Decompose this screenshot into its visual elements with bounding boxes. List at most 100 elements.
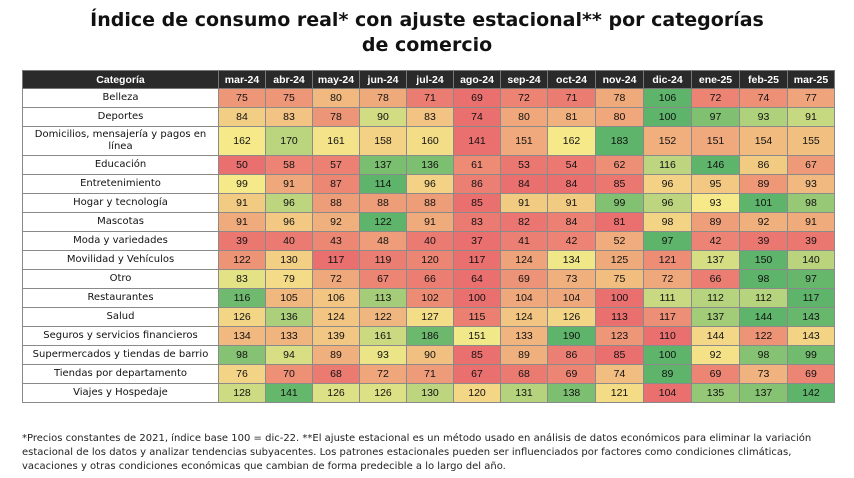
category-label: Entretenimiento — [22, 174, 219, 194]
heatmap-cell: 54 — [547, 155, 596, 175]
heatmap-cell: 122 — [359, 212, 407, 232]
heatmap-cell: 93 — [739, 107, 788, 127]
heatmap-cell: 89 — [739, 174, 788, 194]
column-header-ene-25: ene-25 — [691, 70, 740, 89]
table-row: Deportes 84 83 78 90 83 74 80 81 80 100 97 93 91 — [22, 107, 835, 127]
heatmap-cell: 92 — [691, 345, 740, 365]
heatmap-cell: 151 — [500, 126, 548, 156]
heatmap-cell: 83 — [453, 212, 501, 232]
heatmap-cell: 155 — [787, 126, 835, 156]
heatmap-cell: 93 — [787, 174, 835, 194]
heatmap-cell: 151 — [453, 326, 501, 346]
heatmap-cell: 100 — [595, 288, 644, 308]
heatmap-cell: 126 — [312, 383, 360, 403]
table-row: Restaurantes 116 105 106 113 102 100 104 104 100 1… — [22, 288, 835, 308]
heatmap-cell: 84 — [500, 174, 548, 194]
heatmap-cell: 134 — [547, 250, 596, 270]
heatmap-cell: 98 — [643, 212, 692, 232]
heatmap-cell: 42 — [547, 231, 596, 251]
heatmap-cell: 137 — [359, 155, 407, 175]
footnote: *Precios constantes de 2021, índice base… — [22, 433, 812, 472]
heatmap-cell: 135 — [691, 383, 740, 403]
heatmap-cell: 74 — [453, 107, 501, 127]
heatmap-cell: 146 — [691, 155, 740, 175]
heatmap-cell: 85 — [595, 345, 644, 365]
heatmap-cell: 39 — [739, 231, 788, 251]
heatmap-cell: 91 — [787, 212, 835, 232]
heatmap-cell: 75 — [218, 88, 266, 108]
heatmap-cell: 77 — [787, 88, 835, 108]
heatmap-cell: 91 — [547, 193, 596, 213]
heatmap-cell: 41 — [500, 231, 548, 251]
heatmap-cell: 86 — [453, 174, 501, 194]
heatmap-cell: 104 — [547, 288, 596, 308]
table-row: Movilidad y Vehículos 122 130 117 119 120 117 1… — [22, 250, 835, 270]
heatmap-cell: 160 — [406, 126, 454, 156]
heatmap-cell: 110 — [643, 326, 692, 346]
heatmap-cell: 139 — [312, 326, 360, 346]
heatmap-cell: 141 — [265, 383, 313, 403]
column-header-ago-24: ago-24 — [453, 70, 501, 89]
heatmap-cell: 75 — [265, 88, 313, 108]
heatmap-cell: 48 — [359, 231, 407, 251]
heatmap-cell: 75 — [595, 269, 644, 289]
heatmap-cell: 39 — [218, 231, 266, 251]
heatmap-cell: 127 — [406, 307, 454, 327]
heatmap-cell: 50 — [218, 155, 266, 175]
table-row: Mascotas 91 96 92 122 91 83 82 84 81 98 89 92 91 — [22, 212, 835, 232]
table-row: Entretenimiento 99 91 87 114 96 86 84 84 85 96 95 89… — [22, 174, 835, 194]
heatmap-cell: 95 — [691, 174, 740, 194]
heatmap-cell: 124 — [312, 307, 360, 327]
heatmap-cell: 137 — [691, 250, 740, 270]
heatmap-cell: 120 — [406, 250, 454, 270]
heatmap-cell: 183 — [595, 126, 644, 156]
heatmap-cell: 140 — [787, 250, 835, 270]
chart-title: Índice de consumo real* con ajuste estac… — [0, 8, 854, 58]
heatmap-cell: 68 — [500, 364, 548, 384]
heatmap-cell: 91 — [500, 193, 548, 213]
heatmap-cell: 126 — [359, 383, 407, 403]
heatmap-cell: 93 — [359, 345, 407, 365]
heatmap-cell: 92 — [739, 212, 788, 232]
category-label: Domicilios, mensajería y pagos en línea — [22, 126, 219, 156]
heatmap-cell: 152 — [643, 126, 692, 156]
column-header-oct-24: oct-24 — [547, 70, 596, 89]
heatmap-cell: 70 — [265, 364, 313, 384]
heatmap-cell: 100 — [643, 345, 692, 365]
heatmap-cell: 117 — [312, 250, 360, 270]
heatmap-cell: 162 — [218, 126, 266, 156]
category-label: Restaurantes — [22, 288, 219, 308]
heatmap-cell: 74 — [739, 88, 788, 108]
heatmap-cell: 123 — [595, 326, 644, 346]
heatmap-cell: 162 — [547, 126, 596, 156]
table-row: Salud 126 136 124 122 127 115 124 126 113 117 137 14… — [22, 307, 835, 327]
heatmap-cell: 97 — [787, 269, 835, 289]
heatmap-cell: 89 — [643, 364, 692, 384]
heatmap-cell: 100 — [643, 107, 692, 127]
heatmap-cell: 130 — [265, 250, 313, 270]
column-header-jul-24: jul-24 — [406, 70, 454, 89]
heatmap-cell: 73 — [547, 269, 596, 289]
chart-title-line2: de comercio — [361, 34, 493, 56]
heatmap-cell: 67 — [359, 269, 407, 289]
heatmap-cell: 186 — [406, 326, 454, 346]
heatmap-cell: 85 — [453, 193, 501, 213]
heatmap-cell: 113 — [359, 288, 407, 308]
heatmap-cell: 120 — [453, 383, 501, 403]
heatmap-cell: 85 — [595, 174, 644, 194]
heatmap-cell: 102 — [406, 288, 454, 308]
heatmap-cell: 137 — [739, 383, 788, 403]
column-header-nov-24: nov-24 — [595, 70, 644, 89]
heatmap-cell: 67 — [453, 364, 501, 384]
heatmap-cell: 83 — [265, 107, 313, 127]
table-row: Belleza 75 75 80 78 71 69 72 71 78 106 72 74 77 — [22, 88, 835, 108]
heatmap-cell: 91 — [218, 193, 266, 213]
category-label: Movilidad y Vehículos — [22, 250, 219, 270]
heatmap-cell: 83 — [406, 107, 454, 127]
heatmap-cell: 91 — [218, 212, 266, 232]
category-label: Educación — [22, 155, 219, 175]
category-label: Seguros y servicios financieros — [22, 326, 219, 346]
heatmap-cell: 136 — [265, 307, 313, 327]
heatmap-cell: 96 — [643, 193, 692, 213]
heatmap-cell: 97 — [643, 231, 692, 251]
